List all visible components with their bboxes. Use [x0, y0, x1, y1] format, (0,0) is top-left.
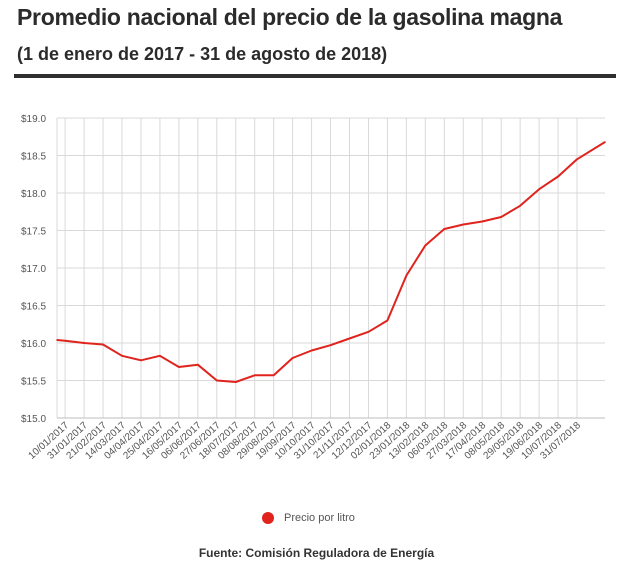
data-point — [235, 381, 237, 383]
series-line-precio — [56, 141, 606, 383]
data-point — [140, 359, 142, 362]
data-point — [291, 357, 294, 359]
data-point — [557, 175, 559, 178]
price-line-chart: $15.0 $15.5 $16.0 $16.5 $17.0 $17.5 $18.0 $18.5… — [21, 114, 606, 462]
data-point — [462, 223, 465, 226]
data-point — [329, 344, 332, 346]
data-point — [538, 188, 540, 190]
data-point — [424, 244, 427, 247]
data-point — [500, 216, 503, 218]
y-tick-label: $18.5 — [21, 152, 46, 163]
y-tick-label: $19.0 — [21, 114, 46, 125]
y-tick-label: $15.0 — [21, 414, 46, 425]
data-point — [253, 374, 256, 377]
y-tick-label: $17.5 — [21, 227, 46, 238]
data-point — [121, 355, 123, 357]
data-point — [443, 228, 446, 230]
data-point — [159, 355, 161, 357]
y-tick-label: $15.5 — [21, 377, 46, 388]
data-point — [348, 337, 351, 340]
source-note: Fuente: Comisión Reguladora de Energía — [198, 546, 435, 560]
y-tick-label: $18.0 — [21, 189, 46, 200]
y-tick-label: $17.0 — [21, 264, 46, 275]
data-point — [197, 363, 199, 366]
data-point — [405, 274, 408, 277]
chart-title: Promedio nacional del precio de la gasol… — [17, 4, 563, 30]
data-point — [272, 374, 275, 377]
data-point — [310, 349, 313, 352]
chart-legend: Precio por litro — [262, 512, 355, 524]
title-divider — [14, 74, 616, 78]
data-point — [519, 205, 521, 207]
data-point — [576, 158, 578, 161]
data-point — [367, 331, 370, 333]
legend-marker — [262, 512, 274, 524]
data-point — [83, 342, 85, 344]
data-point — [102, 343, 104, 346]
data-point — [64, 339, 66, 342]
data-point — [178, 366, 180, 368]
y-tick-label: $16.0 — [21, 339, 46, 350]
legend-label: Precio por litro — [284, 512, 355, 524]
y-tick-label: $16.5 — [21, 302, 46, 313]
data-point — [386, 319, 389, 322]
data-point — [604, 141, 606, 143]
chart-subtitle: (1 de enero de 2017 - 31 de agosto de 20… — [17, 44, 388, 64]
data-point — [216, 379, 218, 382]
data-point — [481, 220, 484, 223]
data-point — [56, 339, 58, 341]
